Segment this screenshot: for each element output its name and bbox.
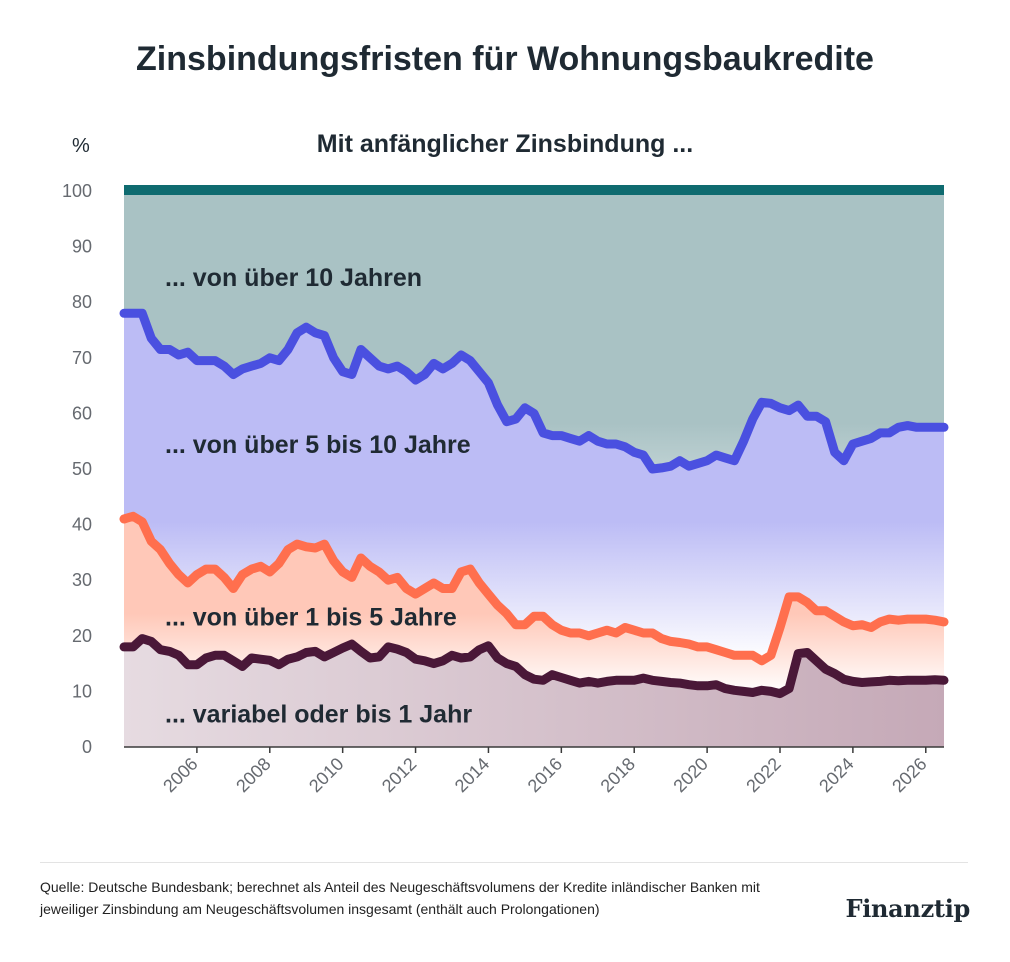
y-tick-label: 30 <box>72 570 92 590</box>
y-tick-label: 10 <box>72 681 92 701</box>
series-line-gt5 <box>119 308 949 474</box>
area-var <box>124 638 944 747</box>
y-tick-label: 80 <box>72 292 92 312</box>
y-tick-label: 60 <box>72 403 92 423</box>
y-tick-label: 20 <box>72 626 92 646</box>
chart-subtitle: Mit anfänglicher Zinsbindung ... <box>317 130 693 158</box>
page-title: Zinsbindungsfristen für Wohnungsbaukredi… <box>136 40 874 78</box>
y-tick-label: 90 <box>72 237 92 257</box>
y-tick-label: 0 <box>82 737 92 757</box>
area-gt5 <box>124 313 944 661</box>
footer-divider <box>40 862 968 863</box>
series-line-gt1 <box>119 511 949 666</box>
y-tick-label: 50 <box>72 459 92 479</box>
series-line-var <box>119 634 949 699</box>
area-mask <box>122 747 946 867</box>
series-label-gt10: ... von über 10 Jahren <box>165 264 422 292</box>
series-line-gt10 <box>124 185 944 195</box>
y-tick-label: 100 <box>62 181 92 201</box>
y-tick-label: 70 <box>72 348 92 368</box>
source-note: Quelle: Deutsche Bundesbank; berechnet a… <box>40 879 760 917</box>
y-tick-label: 40 <box>72 515 92 535</box>
chart: 0 10 20 30 40 50 60 70 80 90 100% 2006 2008 2010 2012 2… <box>61 130 949 867</box>
series-label-gt1: ... von über 1 bis 5 Jahre <box>165 603 457 631</box>
y-axis-unit: % <box>72 135 90 157</box>
brand-logo: Finanztip <box>845 894 970 923</box>
series-label-var: ... variabel oder bis 1 Jahr <box>165 701 472 729</box>
series-label-gt5: ... von über 5 bis 10 Jahre <box>165 431 471 459</box>
